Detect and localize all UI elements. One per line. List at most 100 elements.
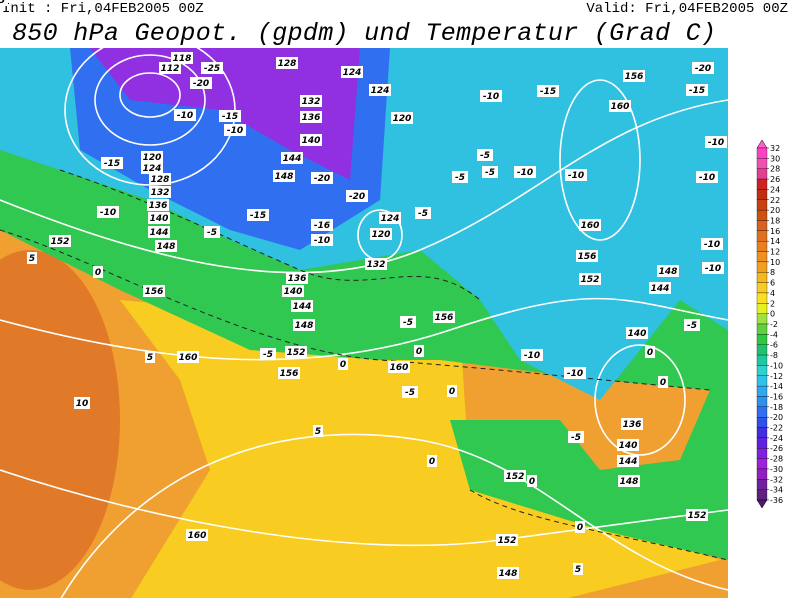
contour-label: -10	[480, 90, 502, 102]
contour-label: 118	[171, 52, 193, 64]
contour-label-text: 5	[147, 353, 153, 363]
contour-label: 156	[278, 367, 300, 379]
colorbar-segment	[756, 354, 768, 366]
label-box	[97, 206, 119, 218]
colorbar-segment	[756, 178, 768, 190]
contour-label-text: 128	[151, 175, 170, 185]
contour-label-text: -10	[567, 369, 583, 379]
label-box	[300, 134, 322, 146]
label-box	[379, 212, 401, 224]
contour-label: -15	[686, 84, 708, 96]
colorbar-segment	[756, 251, 768, 263]
contour-label: 128	[276, 57, 298, 69]
colorbar-segment	[756, 396, 768, 407]
colorbar-label: -22	[770, 424, 783, 433]
contour-label: -15	[219, 110, 241, 122]
contour-label: 160	[186, 529, 208, 541]
contour-label-text: -5	[571, 433, 581, 443]
contour-label-text: 140	[150, 214, 169, 224]
contour-label-text: 0	[577, 523, 583, 533]
contour-label-text: 132	[302, 97, 321, 107]
contour-label: 144	[649, 282, 671, 294]
colorbar-label: -30	[770, 465, 783, 474]
contour-label: -10	[565, 169, 587, 181]
label-box	[278, 367, 300, 379]
colorbar-segment	[756, 458, 768, 470]
contour-label: -15	[247, 209, 269, 221]
colorbar-label: -16	[770, 392, 783, 401]
contour-label: -5	[260, 348, 276, 360]
label-box	[171, 52, 193, 64]
contour-label-text: 140	[302, 136, 321, 146]
colorbar-segment	[756, 189, 768, 200]
contour-label-text: -15	[104, 159, 120, 169]
colorbar-segment	[756, 261, 768, 273]
label-box	[573, 563, 583, 575]
label-box	[141, 151, 163, 163]
label-box	[452, 171, 468, 183]
contour-label: 140	[282, 285, 304, 297]
label-box	[219, 110, 241, 122]
contour-label: 156	[623, 70, 645, 82]
colorbar-segment	[756, 292, 768, 304]
colorbar-label: 16	[770, 227, 780, 236]
colorbar-segment	[756, 313, 768, 325]
contour-label: 160	[177, 351, 199, 363]
contour-label: 0	[658, 376, 668, 388]
label-box	[291, 300, 313, 312]
contour-label: -5	[477, 149, 493, 161]
contour-label-text: 156	[625, 72, 644, 82]
contour-label-text: 160	[179, 353, 198, 363]
label-box	[369, 84, 391, 96]
contour-label-text: 0	[429, 457, 435, 467]
colorbar-end	[756, 499, 768, 509]
colorbar-label: 8	[770, 268, 775, 277]
contour-label-text: 124	[343, 68, 362, 78]
contour-label-text: 144	[651, 284, 670, 294]
contour-label-text: -10	[483, 92, 499, 102]
contour-label-text: 160	[188, 531, 207, 541]
contour-label: 0	[338, 358, 348, 370]
colorbar-segment	[756, 282, 768, 294]
label-box	[293, 319, 315, 331]
contour-label-text: -5	[0, 0, 5, 6]
contour-label: 152	[504, 470, 526, 482]
contour-label: 120	[370, 228, 392, 240]
label-box	[696, 171, 718, 183]
label-box	[204, 226, 220, 238]
label-box	[617, 455, 639, 467]
contour-label-text: -5	[405, 388, 415, 398]
contour-label-text: 144	[293, 302, 312, 312]
contour-label-text: 132	[151, 188, 170, 198]
label-box	[527, 475, 537, 487]
label-box	[286, 272, 308, 284]
contour-label-text: -10	[705, 264, 721, 274]
label-box	[346, 190, 368, 202]
colorbar-segment	[756, 468, 768, 480]
contour-label-text: 144	[283, 154, 302, 164]
colorbar-label: 28	[770, 165, 780, 174]
contour-label-text: -5	[485, 168, 495, 178]
contour-label-text: 152	[498, 536, 517, 546]
contour-label-text: 124	[371, 86, 390, 96]
contour-label-text: -5	[403, 318, 413, 328]
contour-label-text: 152	[51, 237, 70, 247]
contour-label: -5	[402, 386, 418, 398]
label-box	[496, 534, 518, 546]
contour-label: 5	[573, 563, 583, 575]
contour-label: -20	[692, 62, 714, 74]
label-box	[341, 66, 363, 78]
contour-label: -10	[97, 206, 119, 218]
contour-label-text: 144	[619, 457, 638, 467]
contour-label: 144	[617, 455, 639, 467]
colorbar-label: -20	[770, 413, 783, 422]
contour-label: 144	[281, 152, 303, 164]
contour-label-text: -10	[227, 126, 243, 136]
frigid-field	[90, 48, 360, 180]
contour-label-text: 152	[287, 348, 306, 358]
label-box	[0, 0, 8, 6]
label-box	[701, 238, 723, 250]
contour-label-text: -25	[204, 64, 220, 74]
contour-label: 152	[686, 509, 708, 521]
contour-label: 152	[285, 346, 307, 358]
